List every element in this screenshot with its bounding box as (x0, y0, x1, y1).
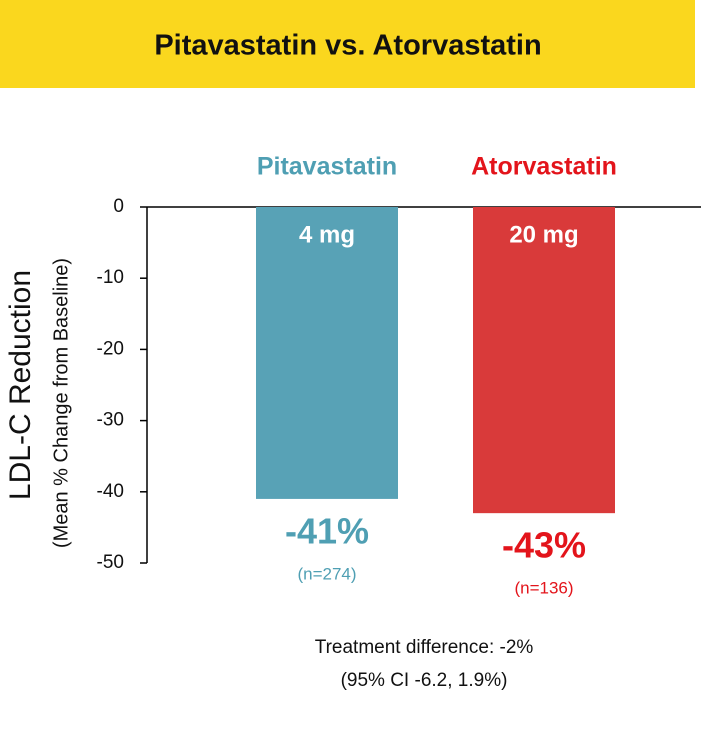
bar (256, 207, 398, 499)
y-tick-label: -30 (97, 410, 124, 431)
title-banner (0, 0, 695, 88)
dose-label: 20 mg (509, 221, 578, 248)
value-label: -43% (502, 525, 586, 566)
category-label: Atorvastatin (471, 153, 617, 181)
y-axis-sublabel: (Mean % Change from Baseline) (50, 258, 72, 548)
annotation: Treatment difference: -2% (315, 637, 534, 658)
y-tick-label: 0 (113, 196, 124, 217)
annotation: (95% CI -6.2, 1.9%) (341, 670, 508, 691)
y-tick-label: -20 (97, 338, 124, 359)
bar (473, 207, 615, 514)
y-axis-label: LDL-C Reduction (4, 270, 37, 500)
chart-title: Pitavastatin vs. Atorvastatin (154, 30, 541, 62)
category-label: Pitavastatin (257, 153, 397, 181)
y-tick-label: -10 (97, 267, 124, 288)
value-label: -41% (285, 510, 369, 551)
y-tick-label: -50 (97, 552, 124, 573)
n-label: (n=274) (297, 564, 356, 583)
n-label: (n=136) (514, 579, 573, 598)
dose-label: 4 mg (299, 221, 355, 248)
y-tick-label: -40 (97, 481, 124, 502)
